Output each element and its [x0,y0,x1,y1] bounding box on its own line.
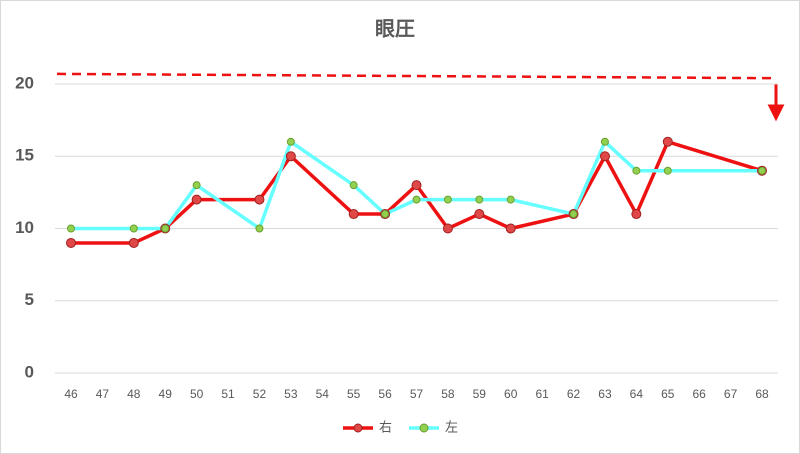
data-point [286,137,295,146]
chart-title: 眼圧 [375,17,415,40]
data-point [663,166,672,175]
x-tick-label: 58 [441,387,455,401]
x-tick-label: 60 [504,387,518,401]
x-tick-label: 54 [316,387,330,401]
data-point [128,237,139,248]
data-point [443,195,452,204]
y-tick-label: 5 [25,290,34,309]
x-tick-label: 62 [567,387,581,401]
x-tick-label: 47 [96,387,110,401]
data-point [662,136,673,147]
data-point [412,195,421,204]
y-tick-label: 15 [15,146,34,165]
y-tick-label: 20 [15,73,34,92]
x-tick-label: 53 [284,387,298,401]
x-tick-label: 48 [127,387,141,401]
x-tick-label: 49 [159,387,173,401]
data-point [506,195,515,204]
x-tick-label: 51 [221,387,235,401]
x-tick-label: 50 [190,387,204,401]
data-point [442,223,453,234]
legend-marker [353,423,363,433]
data-point [600,137,609,146]
data-point [349,181,358,190]
data-point [192,181,201,190]
x-tick-label: 52 [253,387,267,401]
data-point [161,224,170,233]
x-tick-label: 63 [598,387,612,401]
legend-marker [419,423,429,433]
data-point [381,210,390,219]
x-tick-label: 66 [693,387,707,401]
x-tick-label: 55 [347,387,361,401]
data-point [67,224,75,233]
data-point [254,194,265,205]
x-tick-label: 67 [724,387,738,401]
legend-label: 左 [445,419,458,434]
x-tick-label: 68 [755,387,769,401]
data-point [505,223,516,234]
legend-label: 右 [379,419,392,434]
data-point [474,209,485,220]
x-tick-label: 64 [630,387,644,401]
x-tick-label: 56 [378,387,392,401]
data-point [191,194,202,205]
y-tick-label: 10 [15,218,34,237]
x-tick-label: 46 [64,387,78,401]
x-tick-label: 57 [410,387,424,401]
data-point [66,237,76,248]
x-tick-label: 61 [535,387,549,401]
y-tick-label: 0 [25,362,34,381]
data-point [411,180,422,191]
x-tick-label: 65 [661,387,675,401]
data-point [599,151,610,162]
data-point [285,151,296,162]
data-point [255,224,264,233]
data-point [631,209,642,220]
data-point [475,195,484,204]
data-point [632,166,641,175]
data-point [129,224,138,233]
reference-line [56,72,778,80]
data-point [569,210,578,219]
arrow-icon [767,84,785,122]
data-point [758,166,766,175]
x-tick-label: 59 [473,387,487,401]
data-point [348,209,359,220]
